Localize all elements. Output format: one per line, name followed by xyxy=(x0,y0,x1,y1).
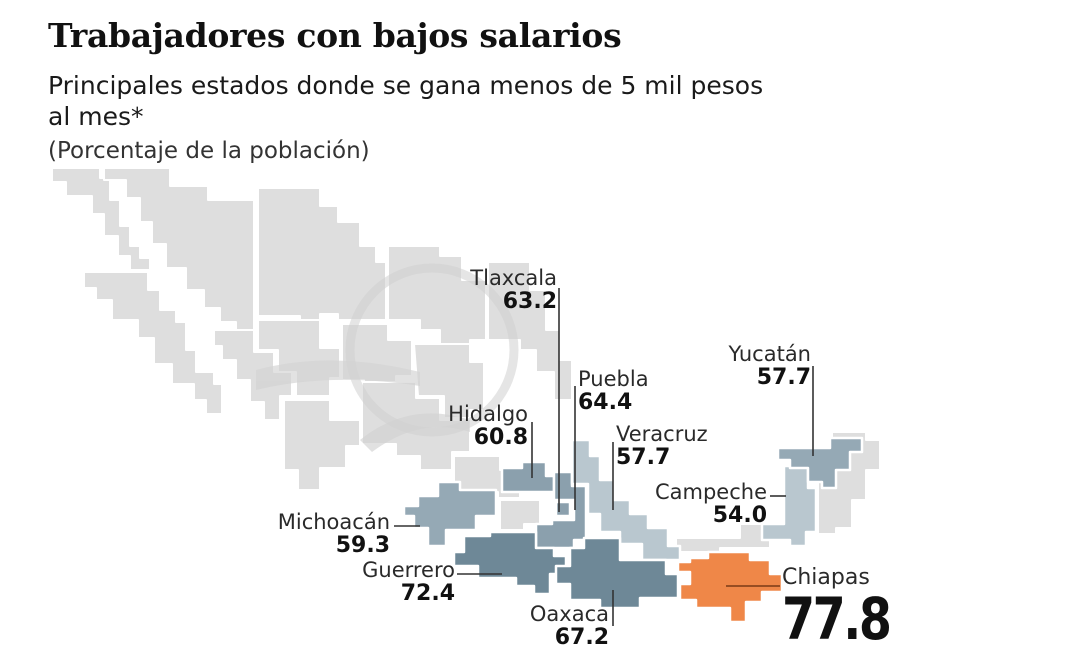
state-campeche xyxy=(760,464,818,548)
state-chiapas xyxy=(676,550,784,624)
state-value: 72.4 xyxy=(400,581,455,606)
label-chiapas: Chiapas 77.8 xyxy=(782,565,913,653)
label-oaxaca: Oaxaca 67.2 xyxy=(530,602,609,650)
state-name: Puebla xyxy=(578,367,649,391)
emblem-wings xyxy=(256,360,470,452)
state-value: 63.2 xyxy=(502,289,557,314)
emblem-watermark xyxy=(345,263,519,437)
label-puebla: Puebla 64.4 xyxy=(578,367,649,415)
highlighted-states xyxy=(402,436,864,624)
state-name: Guerrero xyxy=(362,558,455,582)
state-hidalgo xyxy=(500,460,556,494)
state-tlaxcala xyxy=(554,500,572,518)
state-value: 60.8 xyxy=(473,425,528,450)
state-guerrero xyxy=(452,530,568,596)
state-value-highlight: 77.8 xyxy=(782,585,892,653)
state-veracruz xyxy=(570,438,682,562)
state-value: 59.3 xyxy=(335,533,390,558)
state-name: Oaxaca xyxy=(529,602,609,626)
state-oaxaca xyxy=(554,536,680,610)
state-value: 57.7 xyxy=(756,365,811,390)
state-name: Veracruz xyxy=(616,422,708,446)
state-name: Michoacán xyxy=(277,510,390,534)
state-value: 64.4 xyxy=(578,390,633,415)
label-michoacan: Michoacán 59.3 xyxy=(278,510,390,558)
state-name: Hidalgo xyxy=(448,402,528,426)
label-hidalgo: Hidalgo 60.8 xyxy=(448,402,528,450)
state-name: Yucatán xyxy=(728,342,811,366)
chart-title: Trabajadores con bajos salarios xyxy=(48,16,622,55)
chart-unit: (Porcentaje de la población) xyxy=(48,138,370,164)
state-name: Chiapas xyxy=(782,565,870,590)
leader-lines xyxy=(394,288,814,626)
label-yucatan: Yucatán 57.7 xyxy=(728,342,811,390)
state-name: Tlaxcala xyxy=(470,266,557,290)
state-value: 57.7 xyxy=(616,445,671,470)
label-veracruz: Veracruz 57.7 xyxy=(616,422,708,470)
state-name: Campeche xyxy=(654,480,767,504)
chart-subtitle: Principales estados donde se gana menos … xyxy=(48,71,764,131)
state-yucatan xyxy=(776,436,864,490)
state-value: 67.2 xyxy=(554,625,609,650)
state-michoacan xyxy=(402,480,498,548)
label-tlaxcala: Tlaxcala 63.2 xyxy=(470,266,557,314)
label-campeche: Campeche 54.0 xyxy=(655,480,767,528)
label-guerrero: Guerrero 72.4 xyxy=(362,558,455,606)
state-value: 54.0 xyxy=(712,503,767,528)
